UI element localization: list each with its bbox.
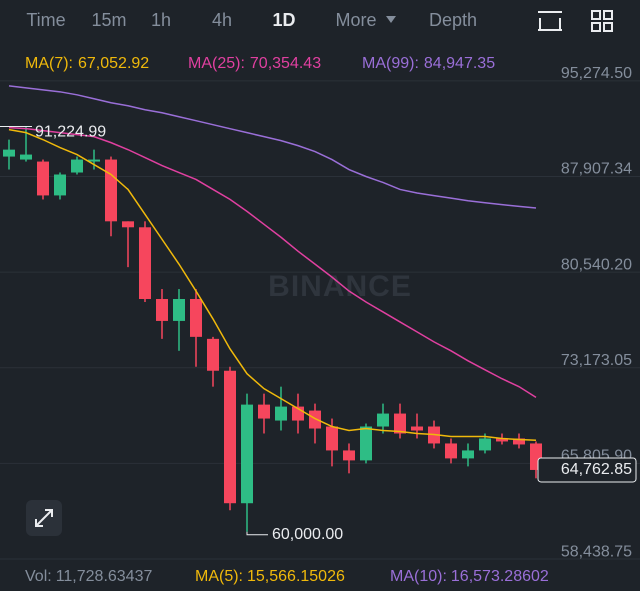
candle-body — [462, 450, 474, 459]
annotation-line — [246, 531, 268, 536]
candle-body — [360, 426, 372, 461]
fullscreen-button[interactable] — [26, 500, 62, 536]
ma-legend: MA(25): 70,354.43 — [188, 55, 321, 72]
volume-footer: Vol: 11,728.63437 — [25, 568, 152, 585]
y-tick-label: 87,907.34 — [561, 161, 632, 178]
candle-body — [326, 426, 338, 451]
high-label: 91,224.99 — [35, 124, 106, 141]
volume-ma: MA(10): 16,573.28602 — [390, 568, 549, 585]
legend-name: MA(25): — [188, 55, 245, 72]
ma-legend: MA(99): 84,947.35 — [362, 55, 495, 72]
candle-body — [122, 221, 134, 228]
tab[interactable]: 4h — [212, 10, 232, 30]
candle-body — [207, 338, 219, 371]
y-tick-label: 58,438.75 — [561, 543, 632, 560]
volume-ma: MA(5): 15,566.15026 — [195, 568, 345, 585]
candle-body — [496, 438, 508, 442]
legend-name: MA(7): — [25, 55, 73, 72]
candle-body — [479, 438, 491, 451]
candle-body — [224, 370, 236, 504]
vol-ma-value: 16,573.28602 — [451, 568, 549, 585]
vol-value: 11,728.63437 — [56, 568, 153, 585]
dropdown-arrow — [386, 16, 396, 23]
y-tick-label: 73,173.05 — [561, 352, 632, 369]
indicator-icon[interactable] — [538, 11, 562, 31]
legend-value: 84,947.35 — [424, 55, 495, 72]
layout-icon — [603, 22, 613, 32]
candle-body — [37, 161, 49, 196]
candle-body — [394, 413, 406, 434]
tab[interactable]: Time — [26, 10, 65, 30]
low-label: 60,000.00 — [272, 526, 343, 543]
tab[interactable]: 1h — [151, 10, 171, 30]
candle-body — [3, 149, 15, 157]
candle-body — [54, 174, 66, 196]
candle-body — [190, 299, 202, 337]
candle-body — [258, 404, 270, 419]
candle-body — [377, 413, 389, 427]
tab[interactable]: 1D — [272, 10, 295, 30]
toolbar-icons — [538, 10, 613, 32]
vol-ma-name: MA(5): — [195, 568, 243, 585]
y-tick-label: 80,540.20 — [561, 256, 632, 273]
tab[interactable]: 15m — [91, 10, 126, 30]
legend-value: 67,052.92 — [78, 55, 149, 72]
candle-body — [343, 450, 355, 461]
candle-body — [309, 410, 321, 429]
candle-body — [173, 299, 185, 321]
last-price-label: 64,762.85 — [561, 461, 632, 478]
layout-icon — [591, 22, 601, 32]
candle-body — [241, 404, 253, 504]
ma-line — [8, 128, 537, 441]
legend-name: MA(99): — [362, 55, 419, 72]
vol-label: Vol: — [25, 568, 52, 585]
watermark: BINANCE — [268, 270, 412, 303]
candle-body — [411, 426, 423, 431]
layout-icon[interactable] — [591, 10, 601, 20]
ma-line — [8, 126, 537, 399]
candle-body — [88, 159, 100, 162]
candle-body — [156, 299, 168, 321]
ma-legend: MA(7): 67,052.92 — [25, 55, 149, 72]
legend-value: 70,354.43 — [250, 55, 321, 72]
y-tick-label: 95,274.50 — [561, 65, 632, 82]
candle-body — [275, 406, 287, 421]
tab[interactable]: More — [335, 10, 376, 30]
candle-body — [445, 443, 457, 459]
candle-body — [513, 438, 525, 445]
last-price-box — [537, 457, 637, 483]
ma-line — [8, 85, 537, 209]
candle-body — [139, 227, 151, 300]
tab[interactable]: Depth — [429, 10, 477, 30]
candle-body — [71, 159, 83, 173]
vol-ma-value: 15,566.15026 — [247, 568, 345, 585]
vol-ma-name: MA(10): — [390, 568, 447, 585]
candle-body — [20, 154, 32, 160]
layout-icon — [603, 10, 613, 20]
candle-body — [105, 159, 117, 222]
